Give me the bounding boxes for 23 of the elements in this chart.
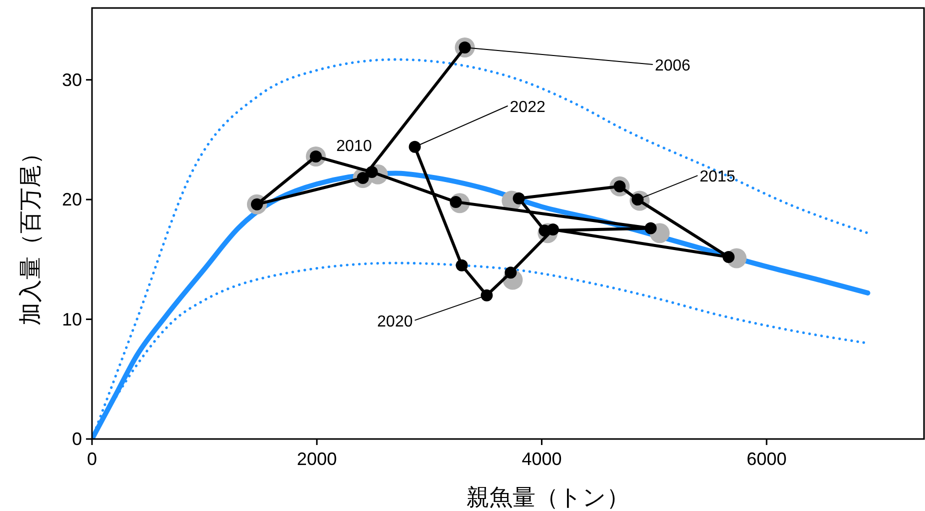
annotation: 2020 [377, 313, 413, 330]
point [644, 222, 657, 234]
point [504, 266, 517, 279]
y-axis-title: 加入量（百万尾） [17, 142, 43, 326]
y-tick-label: 30 [62, 70, 82, 90]
x-tick-label: 2000 [296, 449, 337, 469]
point [456, 259, 468, 272]
point [480, 289, 493, 302]
x-tick-label: 4000 [522, 449, 562, 469]
point [512, 192, 525, 204]
x-tick-label: 6000 [746, 449, 787, 469]
point [408, 140, 421, 153]
y-tick-label: 10 [62, 309, 82, 330]
y-tick-label: 0 [72, 429, 82, 449]
point [722, 251, 735, 264]
x-axis-title: 親魚量（トン） [466, 484, 630, 510]
y-tick-label: 20 [62, 190, 82, 210]
annotation: 2015 [700, 168, 736, 186]
annotation: 2006 [654, 58, 691, 75]
annotation: 2010 [336, 138, 372, 156]
point [366, 166, 378, 178]
x-tick-label: 0 [86, 449, 98, 469]
annotation: 2022 [510, 98, 546, 116]
